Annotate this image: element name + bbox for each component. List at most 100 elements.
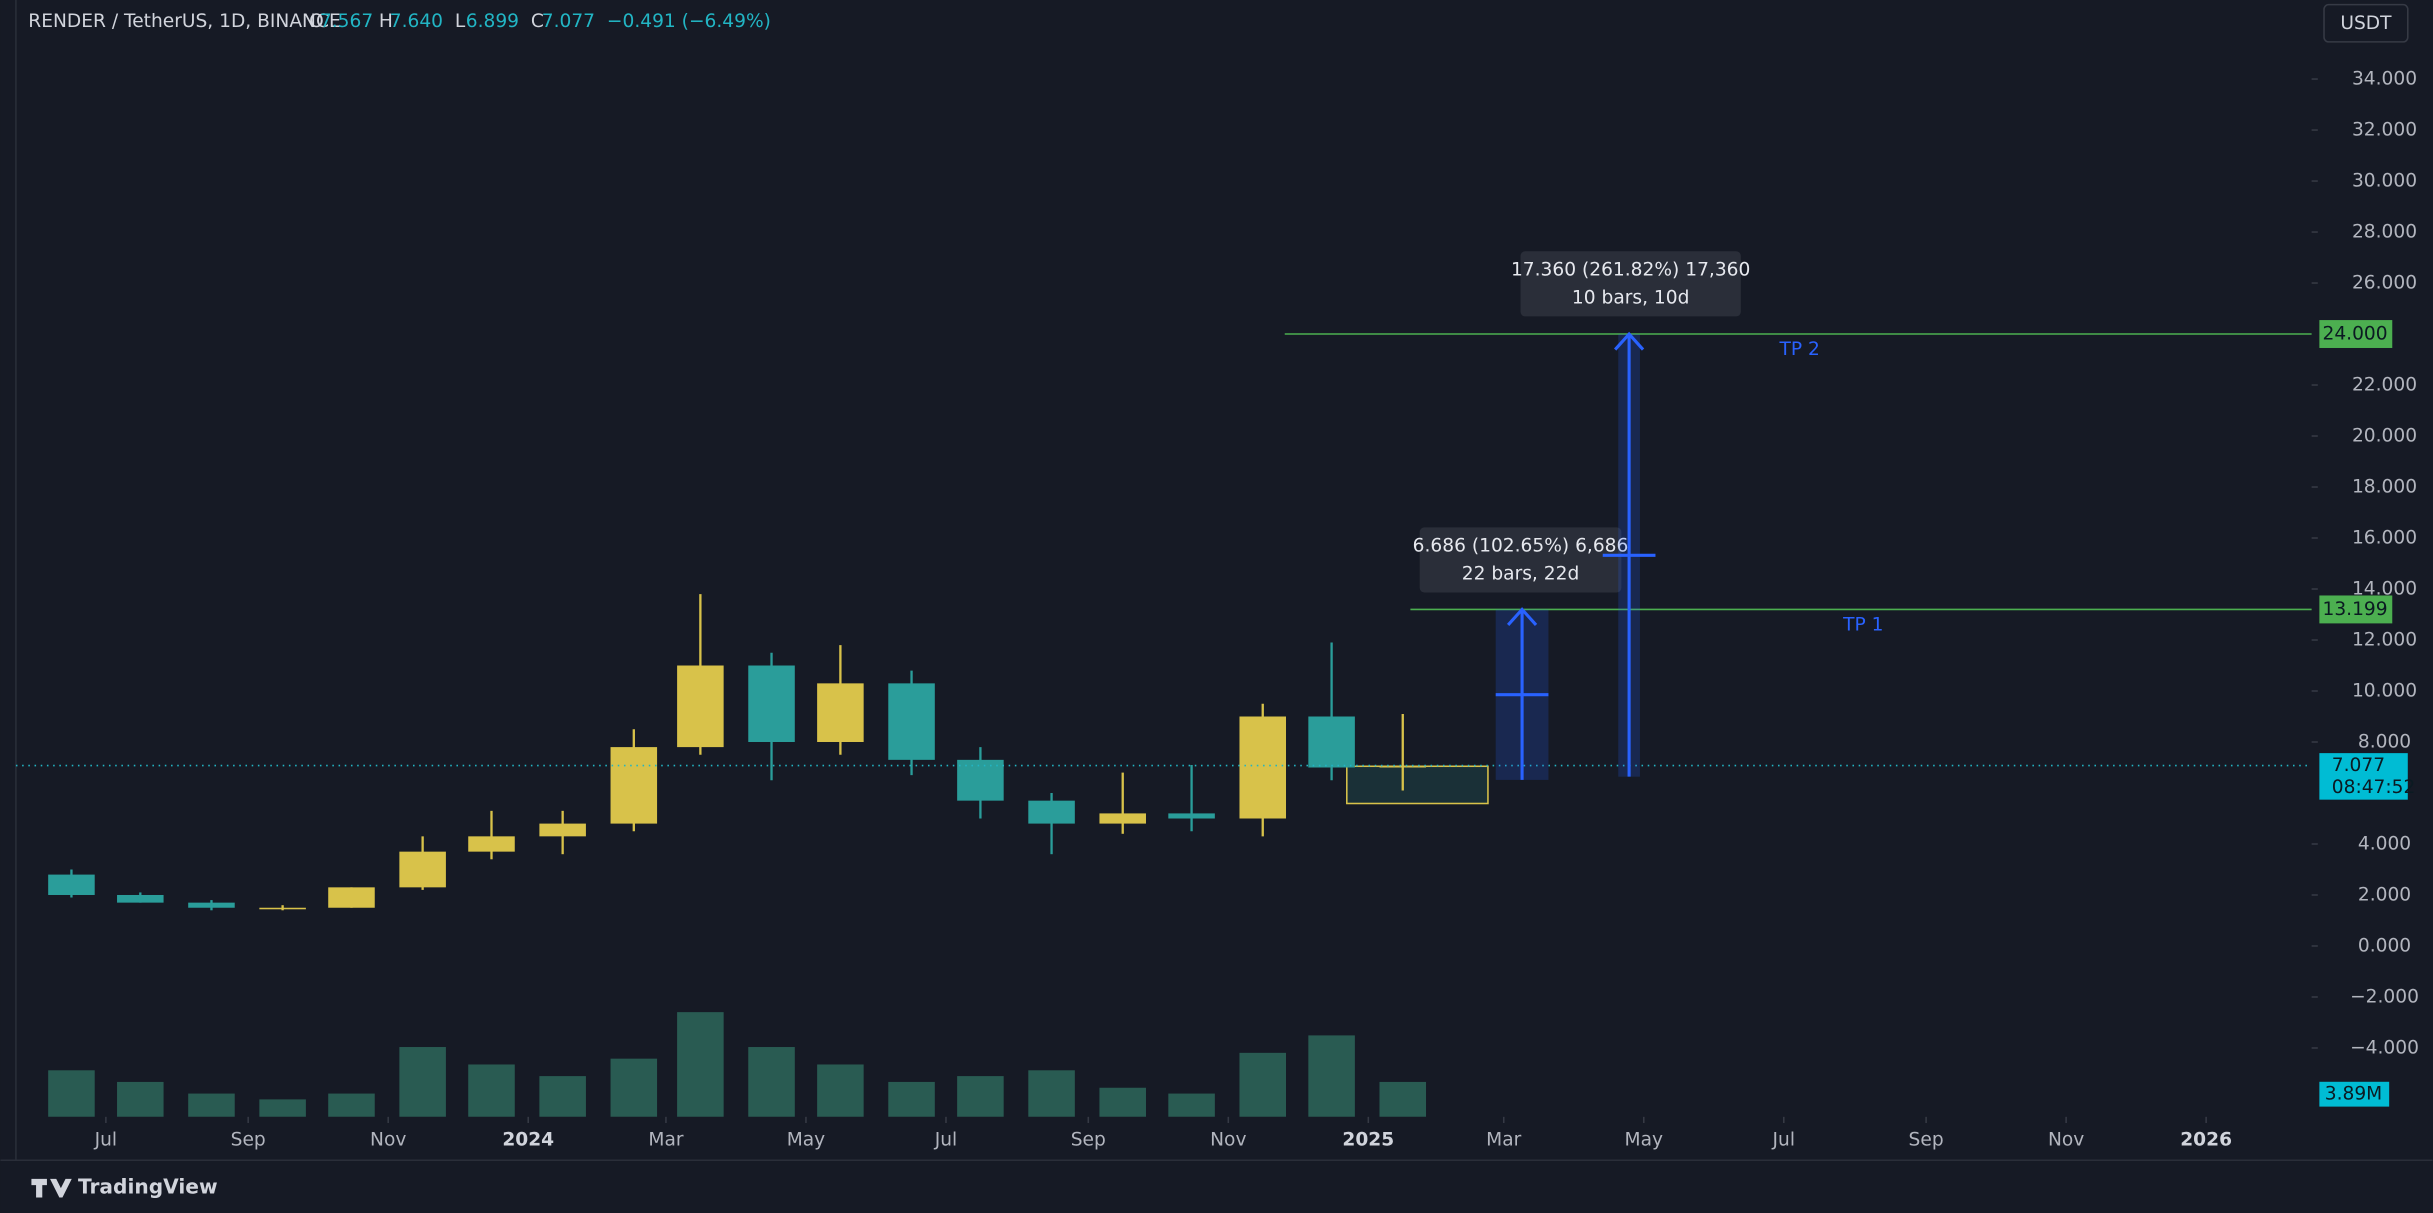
x-tick-label: May — [787, 1130, 825, 1151]
measure-text: 17.360 (261.82%) 17,360 — [1511, 259, 1750, 280]
candle-body — [399, 851, 446, 888]
candle-body — [328, 887, 375, 908]
arrow-head — [1613, 331, 1645, 351]
candle-body — [888, 683, 935, 760]
x-tick-label: Sep — [1071, 1130, 1106, 1151]
volume-bar — [539, 1076, 586, 1117]
y-tick-label: 22.000 — [2352, 375, 2417, 396]
x-tick-label: May — [1625, 1130, 1663, 1151]
volume-label: 3.89M — [2325, 1084, 2382, 1105]
ohlc-value: 6.899 — [466, 11, 519, 32]
volume-bar — [1239, 1052, 1287, 1117]
volume-bar — [1099, 1087, 1146, 1117]
volume-bar — [957, 1076, 1004, 1117]
y-tick-label: −2.000 — [2350, 986, 2419, 1007]
y-tick-label: 10.000 — [2352, 681, 2417, 702]
zone-box — [1346, 765, 1489, 805]
volume-bar — [259, 1099, 306, 1117]
volume-bar — [1168, 1093, 1215, 1117]
measure-box — [1419, 527, 1622, 593]
target-name: TP 2 — [1779, 339, 1820, 360]
x-tick-label: Jul — [1772, 1130, 1795, 1151]
volume-bar — [468, 1064, 515, 1117]
last-price-tag — [2319, 753, 2408, 800]
x-tick-label: Nov — [370, 1130, 406, 1151]
volume-bar — [188, 1093, 235, 1117]
countdown: 08:47:52 — [2332, 777, 2416, 798]
x-tick-label: 2024 — [502, 1130, 554, 1151]
y-tick-label: 16.000 — [2352, 528, 2417, 549]
currency-button[interactable] — [2323, 3, 2409, 43]
currency-label[interactable]: USDT — [2340, 13, 2392, 34]
volume-tag — [2319, 1081, 2390, 1107]
candle-body — [1239, 716, 1287, 819]
target-tag — [2319, 320, 2393, 348]
measure-box — [1520, 251, 1741, 317]
candle-body — [1379, 765, 1427, 768]
x-tick-label: Sep — [1909, 1130, 1944, 1151]
last-price-label: 7.077 — [2332, 755, 2385, 776]
ohlc-key: H — [379, 11, 393, 32]
volume-bar — [748, 1047, 795, 1117]
target-label: 13.199 — [2322, 599, 2387, 620]
y-tick-label: 20.000 — [2352, 426, 2417, 447]
candle-body — [1028, 800, 1075, 824]
volume-bar — [888, 1081, 935, 1117]
measure-bars: 10 bars, 10d — [1572, 287, 1689, 308]
chart-title: RENDER / TetherUS, 1D, BINANCE — [28, 11, 340, 32]
y-tick-label: 0.000 — [2358, 935, 2411, 956]
plot-area — [48, 594, 1427, 1117]
x-tick-label: 2026 — [2180, 1130, 2232, 1151]
volume-bar — [610, 1058, 658, 1117]
target-tag — [2319, 595, 2393, 624]
candle-body — [48, 874, 95, 895]
y-tick-label: 28.000 — [2352, 222, 2417, 243]
candle-body — [259, 907, 306, 910]
x-tick-label: Sep — [231, 1130, 266, 1151]
target-label: 24.000 — [2322, 324, 2387, 345]
ohlc-header: O7.567 H7.640 L 6.899 C7.077 −0.491 (−6.49%) — [309, 11, 771, 32]
ohlc-value: 7.640 — [390, 11, 443, 32]
volume-bar — [677, 1012, 724, 1117]
y-tick-label: 32.000 — [2352, 120, 2417, 141]
x-tick-label: Nov — [2048, 1130, 2084, 1151]
candle-body — [1099, 813, 1146, 824]
candle-body — [817, 683, 864, 743]
candle-body — [117, 894, 164, 903]
y-tick-label: 8.000 — [2358, 732, 2411, 753]
volume-bar — [1028, 1070, 1075, 1117]
y-tick-label: 18.000 — [2352, 477, 2417, 498]
ohlc-key: C — [531, 11, 544, 32]
candle-body — [1168, 813, 1215, 819]
measure-text: 6.686 (102.65%) 6,686 — [1413, 536, 1629, 557]
y-tick-label: 12.000 — [2352, 630, 2417, 651]
candle-body — [1308, 716, 1355, 768]
y-tick-label: 2.000 — [2358, 884, 2411, 905]
x-tick-label: Mar — [648, 1130, 683, 1151]
logo — [31, 1178, 72, 1198]
volume-bar — [1308, 1035, 1355, 1117]
candle-body — [610, 747, 658, 824]
volume-bar — [328, 1093, 375, 1117]
x-tick-label: Jul — [934, 1130, 957, 1151]
y-tick-label: 30.000 — [2352, 171, 2417, 192]
change: −0.491 (−6.49%) — [607, 11, 771, 32]
candle-body — [957, 759, 1004, 801]
ohlc-key: O — [309, 11, 324, 32]
candle-body — [748, 665, 795, 743]
x-tick-label: Mar — [1486, 1130, 1521, 1151]
ohlc-value: 7.077 — [542, 11, 595, 32]
y-tick-label: 14.000 — [2352, 579, 2417, 600]
measure-bars: 22 bars, 22d — [1462, 563, 1579, 584]
volume-bar — [117, 1081, 164, 1117]
x-tick-label: Jul — [94, 1130, 117, 1151]
target-name: TP 1 — [1842, 614, 1883, 635]
candle-body — [468, 836, 515, 852]
x-tick-label: Nov — [1210, 1130, 1246, 1151]
brand: TradingView — [78, 1175, 218, 1199]
y-tick-label: 34.000 — [2352, 69, 2417, 90]
ohlc-value: 7.567 — [320, 11, 373, 32]
candle-body — [188, 902, 235, 908]
